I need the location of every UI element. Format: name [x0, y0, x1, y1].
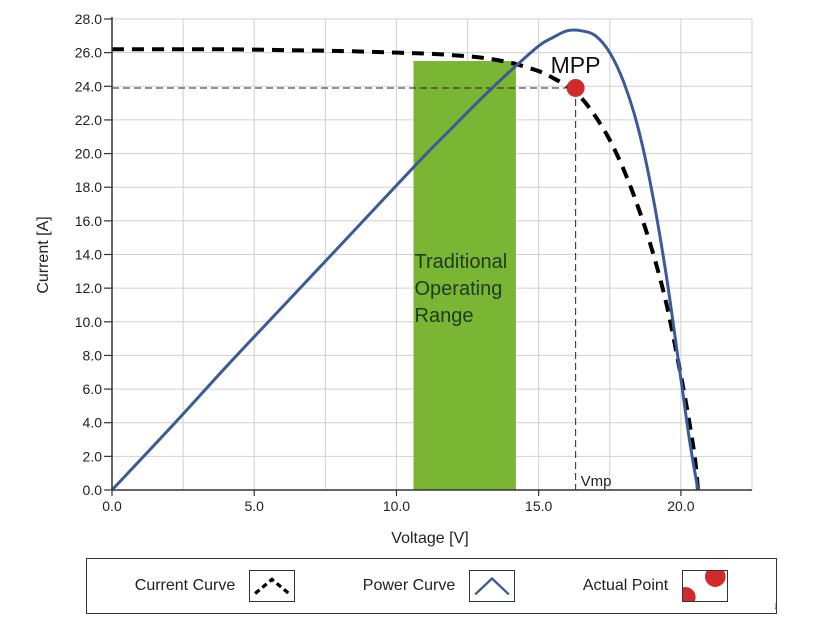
x-tick-label: 15.0 — [525, 498, 552, 514]
y-tick-label: 24.0 — [75, 78, 102, 94]
mpp-point — [566, 78, 585, 97]
mpp-guides — [112, 87, 577, 490]
y-tick-label: 10.0 — [75, 314, 102, 330]
y-tick-label: 26.0 — [75, 45, 102, 61]
x-tick-label: 10.0 — [383, 498, 410, 514]
legend: Current Curve Power Curve Actual Point — [86, 558, 777, 614]
y-tick-label: 8.0 — [83, 347, 103, 363]
range-label-line: Traditional — [415, 251, 508, 273]
axes: Voltage [V] Current [A] — [35, 17, 752, 547]
legend-item-current: Current Curve — [134, 570, 296, 602]
y-tick-label: 18.0 — [75, 179, 102, 195]
y-tick-label: 16.0 — [75, 213, 102, 229]
legend-label-power: Power Curve — [362, 577, 456, 594]
y-tick-label: 0.0 — [83, 482, 103, 498]
y-tick-label: 12.0 — [75, 280, 102, 296]
y-tick-label: 6.0 — [83, 381, 103, 397]
series-layer — [110, 28, 700, 492]
x-tick-label: 20.0 — [667, 498, 694, 514]
y-tick-label: 20.0 — [75, 146, 102, 162]
chart: Voltage [V] Current [A] 0.0 2.0 4.0 6.0 8.0 10… — [35, 11, 753, 547]
y-axis-title: Current [A] — [35, 216, 52, 293]
y-tick-label: 22.0 — [75, 112, 102, 128]
power-curve-line — [110, 28, 700, 492]
current-curve-line — [112, 47, 700, 491]
dashed-caret-icon — [249, 570, 296, 602]
x-tick-label: 5.0 — [244, 498, 264, 514]
y-tick-label: 28.0 — [75, 11, 102, 27]
operating-range-band — [413, 61, 516, 491]
x-axis-title: Voltage [V] — [391, 530, 468, 547]
legend-label-current: Current Curve — [134, 577, 236, 594]
y-tick-label: 4.0 — [83, 415, 103, 431]
range-label-line: Operating — [415, 278, 503, 300]
vmp-label: Vmp — [581, 473, 612, 490]
y-tick-label: 14.0 — [75, 247, 102, 263]
legend-item-power: Power Curve — [362, 570, 516, 602]
annotations: MPP Vmp Traditional Operating Range — [415, 52, 612, 490]
operating-range-rect — [413, 61, 516, 491]
corner-arrow-glyph: ↓ — [773, 600, 779, 612]
legend-label-actual: Actual Point — [582, 577, 669, 594]
y-tick-label: 2.0 — [83, 448, 103, 464]
mpp-label: MPP — [551, 52, 601, 78]
red-dot-icon — [682, 570, 729, 602]
legend-item-actual: Actual Point — [582, 570, 729, 602]
range-label-line: Range — [415, 305, 474, 327]
ticks: 0.0 2.0 4.0 6.0 8.0 10.0 12.0 14.0 16.0 18.0 20.0 2… — [75, 11, 695, 514]
solid-caret-icon — [469, 570, 516, 602]
x-tick-label: 0.0 — [102, 498, 122, 514]
